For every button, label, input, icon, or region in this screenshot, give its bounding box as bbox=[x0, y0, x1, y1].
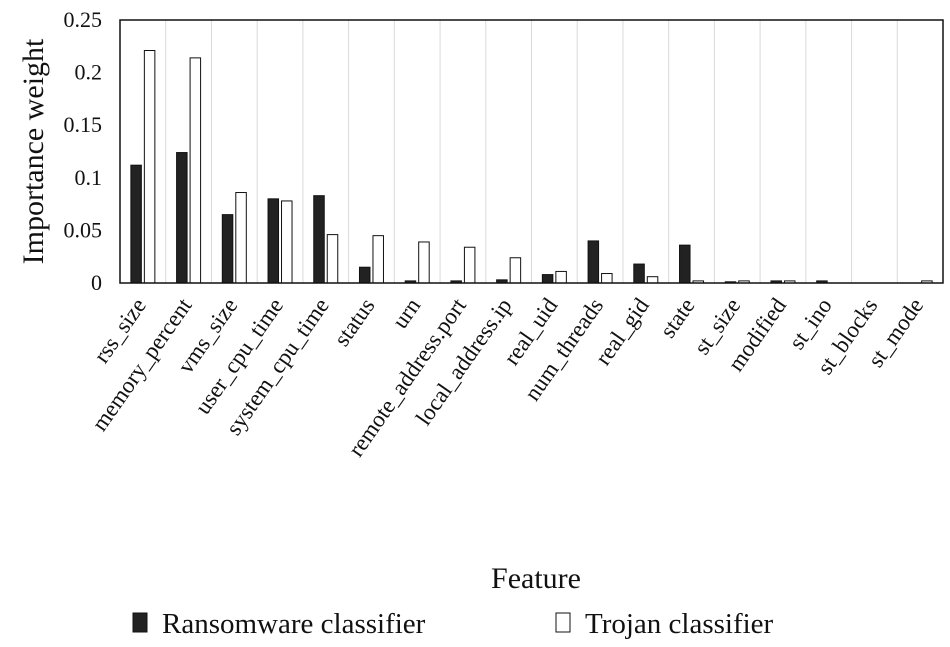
bar-trojan-system-cpu-time bbox=[326, 234, 339, 284]
bar-trojan-rss-size bbox=[143, 50, 156, 284]
y-tick-label: 0.1 bbox=[75, 165, 103, 190]
bar-trojan-remote-address-port bbox=[463, 246, 476, 284]
bar-ransomware-real-gid bbox=[633, 263, 645, 284]
y-tick-label: 0.15 bbox=[64, 112, 103, 137]
bar-ransomware-real-uid bbox=[541, 274, 554, 284]
grid-lines bbox=[165, 20, 898, 283]
x-tick-label: status bbox=[329, 293, 380, 350]
y-tick-label: 0.05 bbox=[64, 217, 103, 242]
legend-swatch-trojan bbox=[555, 612, 571, 633]
x-axis-ticks: rss_sizememory_percentvms_sizeuser_cpu_t… bbox=[87, 293, 928, 461]
bar-trojan-real-gid bbox=[646, 276, 659, 284]
bar-ransomware-user-cpu-time bbox=[267, 198, 280, 284]
bar-trojan-local-address-ip bbox=[509, 257, 522, 284]
bar-trojan-num-threads bbox=[601, 273, 613, 284]
bar-trojan-vms-size bbox=[235, 192, 247, 284]
y-axis-title: Importance weight bbox=[17, 38, 50, 264]
bar-trojan-memory-percent bbox=[189, 57, 202, 284]
bar-trojan-real-uid bbox=[555, 270, 567, 284]
bar-ransomware-memory-percent bbox=[176, 152, 188, 284]
bar-ransomware-system-cpu-time bbox=[313, 195, 325, 284]
y-tick-label: 0 bbox=[91, 270, 102, 295]
bar-trojan-user-cpu-time bbox=[281, 200, 293, 284]
bar-ransomware-vms-size bbox=[221, 214, 234, 284]
x-tick-label: state bbox=[655, 294, 700, 343]
bar-ransomware-num-threads bbox=[587, 240, 600, 284]
x-axis-title: Feature bbox=[491, 562, 581, 595]
legend-label-ransomware: Ransomware classifier bbox=[162, 608, 426, 640]
bar-ransomware-rss-size bbox=[130, 164, 142, 284]
legend: Ransomware classifier Trojan classifier bbox=[132, 608, 774, 640]
bar-ransomware-state bbox=[679, 244, 691, 284]
y-tick-label: 0.2 bbox=[75, 60, 103, 85]
x-tick-label: urn bbox=[387, 293, 425, 333]
bar-trojan-status bbox=[372, 235, 384, 284]
bar-trojan-urn bbox=[418, 241, 430, 284]
bar-ransomware-status bbox=[358, 266, 371, 284]
legend-label-trojan: Trojan classifier bbox=[585, 608, 774, 640]
y-tick-label: 0.25 bbox=[64, 7, 103, 32]
plot-frame bbox=[119, 19, 944, 284]
legend-swatch-ransomware bbox=[132, 612, 148, 633]
y-axis-ticks: 0 0.05 0.1 0.15 0.2 0.25 bbox=[64, 7, 103, 295]
